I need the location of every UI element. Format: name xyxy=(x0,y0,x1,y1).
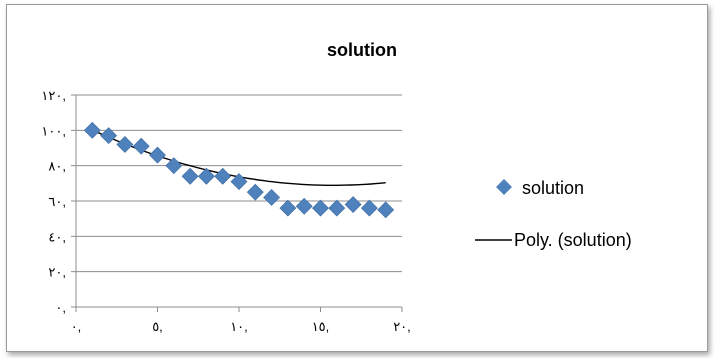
y-tick-label: ٨٠, xyxy=(48,159,66,174)
data-point xyxy=(83,121,101,139)
data-point xyxy=(230,173,248,190)
data-point xyxy=(181,167,199,185)
data-point xyxy=(246,183,264,201)
legend-solution-marker xyxy=(496,179,512,195)
data-point xyxy=(328,199,346,217)
x-tick-label: ١٠, xyxy=(230,319,248,334)
x-tick-label: ٢٠, xyxy=(393,319,411,334)
data-point xyxy=(149,146,166,164)
data-point xyxy=(132,137,150,155)
data-point xyxy=(279,199,297,217)
data-point xyxy=(377,201,395,219)
data-point xyxy=(312,199,329,217)
x-tick-label: ٠, xyxy=(71,319,82,334)
y-tick-label: ٦٠, xyxy=(48,194,66,209)
y-tick-label: ١٢٠, xyxy=(41,88,66,103)
chart-title: solution xyxy=(327,40,397,60)
data-point xyxy=(360,199,378,217)
data-point xyxy=(295,197,313,215)
data-point xyxy=(214,167,232,185)
y-tick-label: ١٠٠, xyxy=(41,123,66,138)
data-point xyxy=(100,127,118,145)
x-tick-label: ١٥, xyxy=(312,319,330,334)
y-tick-label: ٠, xyxy=(55,300,66,315)
legend: solution Poly. (solution) xyxy=(475,178,632,250)
axes: ٠, ٢٠, ٤٠, ٦٠, ٨٠, ١٠٠, ١٢٠, ٠, ٥, ١٠, ١٥, ٢٠, xyxy=(41,88,410,334)
data-point xyxy=(197,167,215,185)
data-point xyxy=(116,136,134,153)
data-points xyxy=(83,121,395,219)
legend-solution-label: solution xyxy=(522,178,584,198)
data-point xyxy=(344,196,362,213)
y-tick-label: ٢٠, xyxy=(48,265,66,280)
legend-trendline-label: Poly. (solution) xyxy=(514,230,632,250)
data-point xyxy=(263,189,281,206)
x-tick-label: ٥, xyxy=(152,319,163,334)
gridlines xyxy=(76,94,402,273)
chart-area xyxy=(6,4,708,352)
y-tick-label: ٤٠, xyxy=(48,229,66,244)
data-point xyxy=(165,157,183,175)
